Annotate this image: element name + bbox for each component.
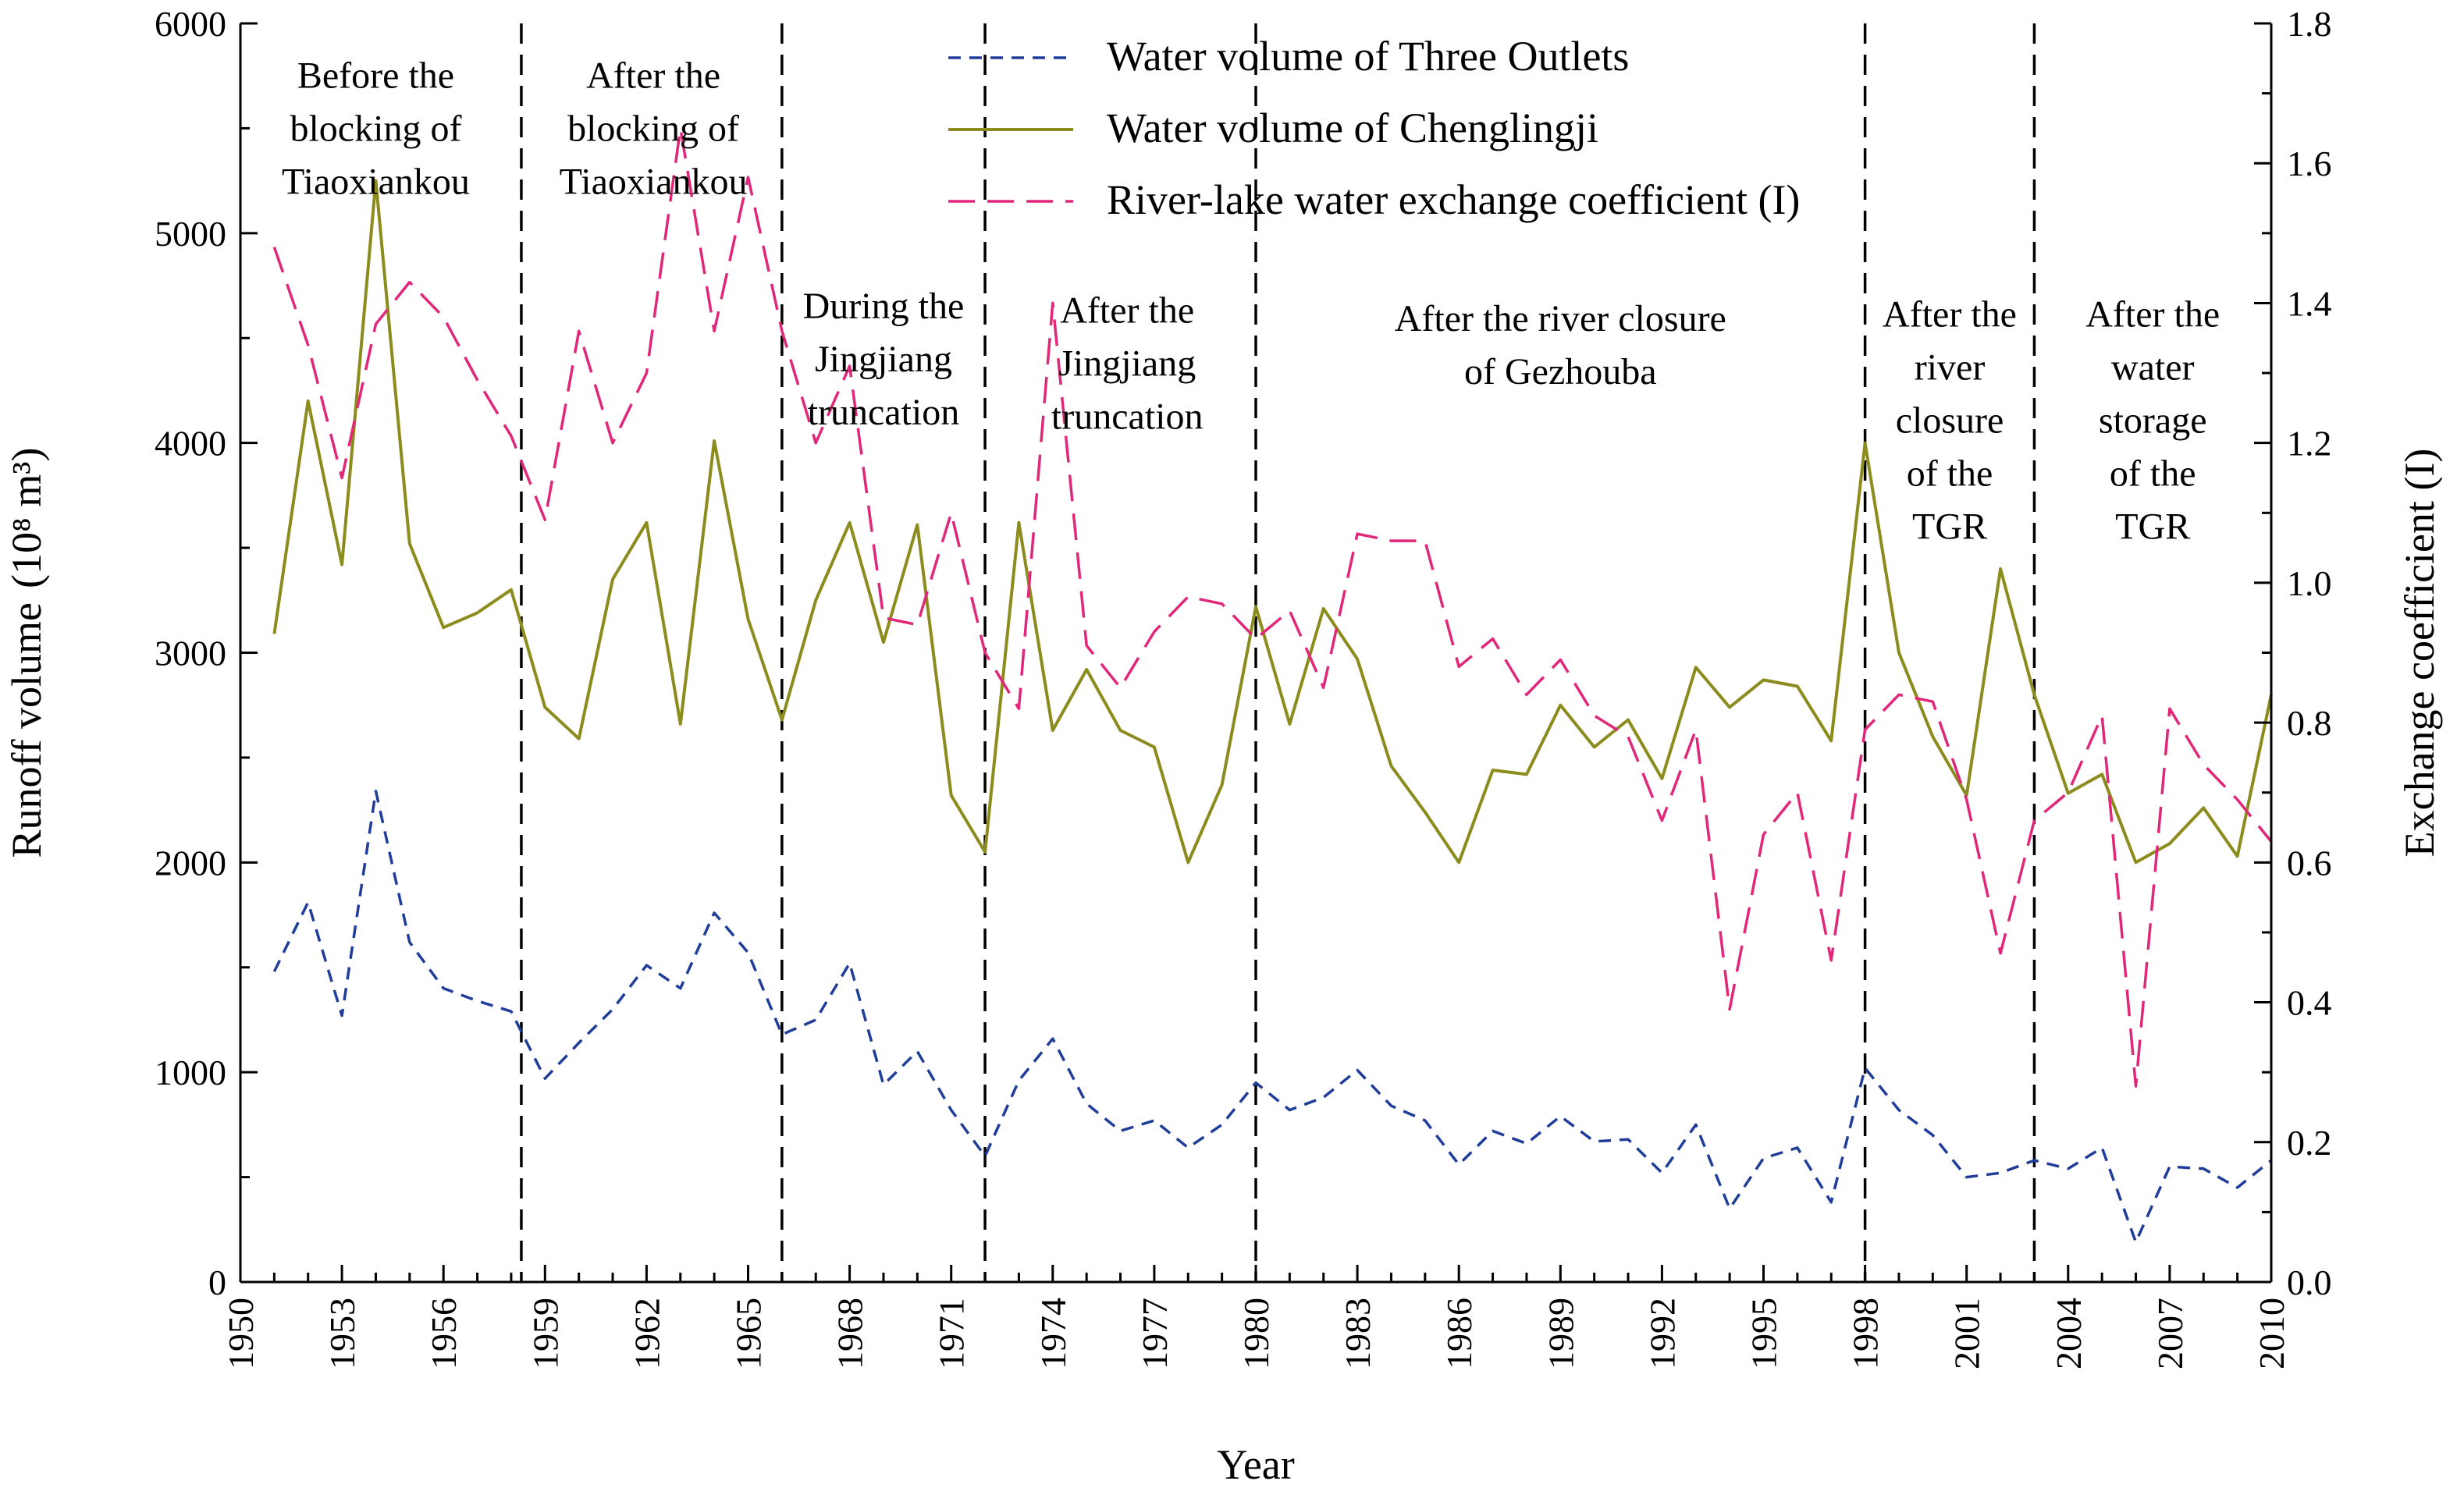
period-label-line: TGR <box>2115 506 2190 548</box>
axes: 0 1000 2000 3000 4000 5000 6000 0.0 0.2 0.4 0.6 0.8… <box>3 4 2443 1488</box>
period-label-line: Tiaoxiankou <box>282 161 470 202</box>
x-tick-label: 2001 <box>1947 1298 1987 1369</box>
data-series <box>272 126 2273 1244</box>
x-tick-label: 1998 <box>1846 1298 1886 1369</box>
x-tick-label: 1992 <box>1642 1298 1682 1369</box>
x-tick-label: 1950 <box>221 1298 261 1369</box>
period-label-2: During the Jingjiang truncation <box>803 286 965 433</box>
y-left-axis-title-name: Runoff volume <box>3 602 50 858</box>
y-right-tick-label: 0.0 <box>2287 1262 2332 1302</box>
legend: Water volume of Three Outlets Water volum… <box>948 33 1800 223</box>
y-left-tick-label: 1000 <box>155 1053 226 1092</box>
period-label-line: Tiaoxiankou <box>560 161 748 202</box>
legend-item-2: River-lake water exchange coefficient (I… <box>948 176 1800 223</box>
period-label-line: After the <box>1060 289 1194 331</box>
y-left-tick-label: 2000 <box>155 843 226 883</box>
x-tick-label: 1959 <box>525 1298 565 1369</box>
period-label-6: After the water storage of the TGR <box>2085 294 2220 548</box>
period-label-line: of the <box>2110 453 2196 495</box>
x-axis-title: Year <box>1217 1441 1295 1488</box>
legend-item-1: Water volume of Chenglingji <box>948 105 1598 151</box>
period-label-line: closure <box>1896 400 2004 442</box>
y-left-tick-label: 4000 <box>155 424 226 463</box>
period-label-line: After the <box>2085 294 2220 336</box>
x-tick-label: 1977 <box>1135 1298 1175 1369</box>
x-tick-label: 1989 <box>1541 1298 1580 1369</box>
x-tick-label: 1980 <box>1236 1298 1276 1369</box>
period-dividers <box>520 23 2036 1282</box>
y-left-tick-label: 3000 <box>155 634 226 673</box>
y-right-tick-label: 1.0 <box>2287 563 2332 603</box>
period-label-line: truncation <box>808 392 960 433</box>
x-tick-label: 2004 <box>2049 1298 2089 1369</box>
period-label-0: Before the blocking of Tiaoxiankou <box>282 55 470 202</box>
x-tick-label: 1995 <box>1744 1298 1784 1369</box>
y-right-tick-label: 0.8 <box>2287 703 2332 743</box>
legend-label: Water volume of Chenglingji <box>1107 105 1598 151</box>
x-tick-label: 2007 <box>2150 1298 2190 1369</box>
period-label-1: After the blocking of Tiaoxiankou <box>560 55 748 202</box>
period-label-line: river <box>1915 347 1986 389</box>
x-tick-label: 2010 <box>2252 1298 2292 1369</box>
period-label-line: Jingjiang <box>1058 343 1196 384</box>
y-left-tick-label: 0 <box>208 1262 226 1302</box>
series-line-1 <box>272 179 2273 865</box>
period-label-line: of Gezhouba <box>1464 351 1657 392</box>
period-label-line: During the <box>803 286 965 327</box>
x-tick-label: 1962 <box>627 1298 667 1369</box>
period-label-line: truncation <box>1051 396 1204 437</box>
period-label-line: Before the <box>297 55 454 96</box>
period-label-line: of the <box>1907 453 1993 495</box>
x-tick-label: 1971 <box>932 1298 972 1369</box>
x-tick-label: 1968 <box>830 1298 870 1369</box>
y-right-tick-label: 1.6 <box>2287 144 2332 183</box>
y-left-tick-label: 6000 <box>155 4 226 44</box>
x-tick-label: 1983 <box>1338 1298 1378 1369</box>
y-right-tick-label: 0.4 <box>2287 983 2332 1023</box>
x-tick-label: 1953 <box>322 1298 362 1369</box>
period-label-line: After the <box>1883 294 2017 336</box>
y-right-tick-label: 1.8 <box>2287 4 2332 44</box>
period-label-line: TGR <box>1912 506 1987 548</box>
period-label-line: After the <box>586 55 720 96</box>
legend-item-0: Water volume of Three Outlets <box>948 33 1629 80</box>
period-label-line: Jingjiang <box>815 339 952 380</box>
x-tick-label: 1974 <box>1033 1298 1073 1369</box>
y-left-axis-title-unit: (10⁸ m³) <box>3 448 50 588</box>
y-left-tick-label: 5000 <box>155 214 226 254</box>
period-label-line: After the river closure <box>1395 298 1726 339</box>
period-label-line: water <box>2111 347 2195 389</box>
series-line-2 <box>272 126 2273 1088</box>
legend-label: Water volume of Three Outlets <box>1107 33 1629 80</box>
x-tick-label: 1956 <box>424 1298 464 1369</box>
period-label-5: After the river closure of the TGR <box>1883 294 2017 548</box>
period-label-line: storage <box>2099 400 2207 442</box>
period-label-line: blocking of <box>567 108 739 149</box>
period-label-3: After the Jingjiang truncation <box>1051 289 1204 437</box>
y-left-axis-title: Runoff volume (10⁸ m³) <box>3 448 50 858</box>
x-tick-label: 1965 <box>729 1298 769 1369</box>
period-label-4: After the river closure of Gezhouba <box>1395 298 1726 392</box>
y-right-axis-title: Exchange coefficient (I) <box>2396 449 2443 858</box>
legend-label: River-lake water exchange coefficient (I… <box>1107 176 1800 223</box>
series-line-0 <box>272 790 2273 1244</box>
x-tick-label: 1986 <box>1439 1298 1479 1369</box>
y-right-tick-label: 0.2 <box>2287 1123 2332 1163</box>
y-right-tick-label: 0.6 <box>2287 843 2332 883</box>
y-right-tick-label: 1.2 <box>2287 424 2332 463</box>
period-label-line: blocking of <box>290 108 461 149</box>
y-right-tick-label: 1.4 <box>2287 283 2332 323</box>
